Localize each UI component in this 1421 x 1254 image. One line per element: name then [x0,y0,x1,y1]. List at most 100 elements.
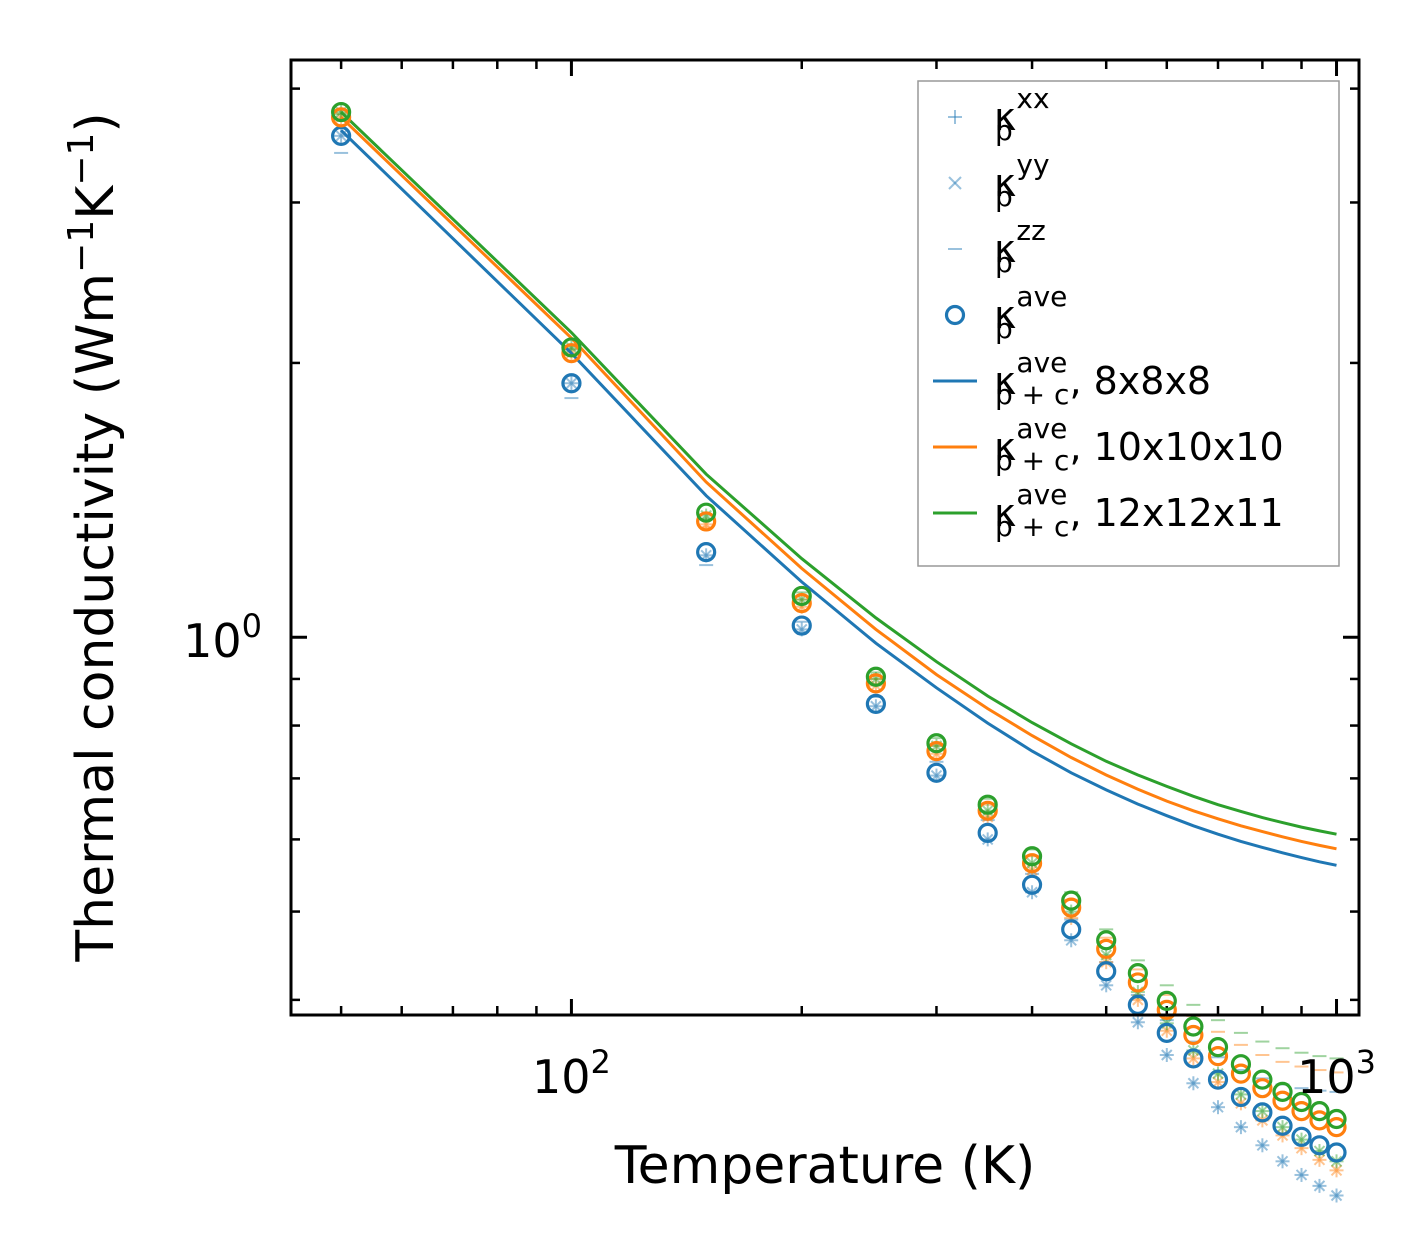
kp-yy-marker-a [1330,1189,1343,1202]
y-axis-title-unit2: K [66,184,126,220]
kp-ave-point [1156,1022,1177,1043]
kp-yy-marker-a [1313,1180,1326,1192]
kp-ave-point [1291,1091,1312,1113]
kp-ave-point [1127,972,1148,993]
kp-yy-marker-b [1235,1097,1247,1110]
kp-xx-marker [1159,1023,1174,1038]
kp-yy-marker-a [1187,1077,1200,1089]
kp-yy-marker-a [1235,1088,1247,1101]
kp-xx-marker [1294,1167,1309,1182]
kp-yy-marker-b [1330,1189,1343,1202]
plot-frame [289,58,1361,1017]
y-axis-title-text: Thermal conductivity (Wm [66,273,126,963]
kp-xx-marker [1329,1163,1344,1178]
kp-ave-point [696,542,717,563]
legend-symbol: κ [994,491,1016,535]
kp-yy-marker-b [1187,1052,1200,1065]
kp-yy-marker-b [1235,1088,1247,1101]
kp-yy-marker-b [981,833,994,846]
legend-entry: κave p + c, 8x8x8 [933,346,1211,411]
kp-yy-marker-b [870,700,882,712]
kp-xx-marker [1159,1047,1174,1062]
kp-xx-marker [564,376,579,391]
legend-suffix: , 10x10x10 [1069,425,1283,469]
legend-label: κyy p [994,148,1050,213]
kp-yy-marker [1330,1189,1343,1202]
legend-superscript: zz [1016,214,1045,247]
kp-yy-marker [565,377,578,389]
kp-yy-marker-a [1235,1097,1247,1110]
kp-yy-marker-b [1212,1076,1224,1088]
y-axis-title-close: ) [66,112,126,132]
y-axis-title-exp2: −1 [61,133,102,186]
kp-xx-marker [1275,1120,1290,1135]
kp-yy-marker-b [1161,1025,1173,1037]
kp-yy-marker [1313,1180,1326,1192]
legend-superscript: ave [1016,280,1067,313]
kp-yy-marker-a [1313,1154,1326,1166]
legend-frame [917,80,1340,567]
kp-ave-point [696,511,717,532]
kp-yy-marker-a [1212,1101,1224,1113]
y-axis-title-exp1: −1 [61,220,102,273]
kp-ave-point [791,615,812,636]
kp-yy-marker [1100,979,1112,992]
kp-ave-point [791,585,812,607]
kp-yy-marker-a [1330,1164,1343,1177]
legend-label: κave p + c, 10x10x10 [994,412,1284,477]
kp-xx-marker [1130,1015,1145,1030]
kp-xx-marker [1211,1100,1226,1115]
kp-ave-point [1207,1037,1229,1058]
kp-yy-marker-a [1235,1121,1247,1133]
kp-ave-point [1156,990,1177,1011]
kp-yy-marker [1330,1164,1343,1177]
legend-superscript: ave [1016,412,1067,445]
kp-yy-marker-a [565,377,578,389]
y-tick-label-base: 10 [183,614,242,668]
legend-symbol: κ [994,161,1016,205]
kp-yy-marker [1276,1121,1289,1133]
kp-pc-ave-line-10x10x10 [340,116,1337,851]
kp-ave-point [1326,1142,1347,1163]
kp-yy-marker-a [1276,1121,1289,1133]
legend-superscript: xx [1016,82,1049,115]
kp-ave-point [1021,853,1043,874]
kp-xx-marker [1064,910,1079,925]
kp-ave-point [1291,1126,1312,1147]
kp-ave-point [1183,1016,1204,1037]
kp-yy-marker-a [335,130,347,142]
legend-superscript: ave [1016,478,1067,511]
legend-entry: κxx p [948,82,1050,147]
kp-ave-point [1061,919,1082,940]
legend-subscript: p + c [995,378,1069,411]
legend-subscript: p + c [995,444,1069,477]
kp-yy-marker-b [565,377,578,389]
kp-yy-marker-b [1276,1155,1289,1168]
x-tick-label-base: 10 [1297,1050,1356,1104]
kp-ave-point [1096,938,1117,959]
x-tick-label-exponent: 3 [1356,1043,1376,1081]
kp-ave-point [1309,1100,1330,1122]
kp-yy-marker-a [1276,1155,1289,1168]
legend-subscript: p [995,114,1013,147]
kp-ave-point [331,101,352,123]
kp-ave-point [926,762,947,783]
kp-ave-point [1252,1102,1273,1123]
x-axis-title: Temperature (K) [614,1136,1036,1196]
kp-ave-point [865,693,886,715]
kp-yy-marker-b [1276,1121,1289,1133]
kp-yy-marker-a [1100,979,1112,992]
kp-ave-point [977,800,998,821]
kp-yy-marker [1235,1097,1247,1110]
kp-xx-marker [1275,1154,1290,1169]
x-tick-label: 102 [532,1043,611,1104]
kp-ave-point [1021,874,1043,895]
kp-yy-marker-b [1132,1016,1144,1028]
kp-yy-marker-b [1212,1101,1224,1113]
kp-ave-point [1230,1086,1252,1108]
kp-yy-marker [1256,1139,1269,1151]
legend-label: κave p + c, 12x12x11 [994,478,1284,543]
kp-yy-marker-b [1256,1105,1269,1117]
